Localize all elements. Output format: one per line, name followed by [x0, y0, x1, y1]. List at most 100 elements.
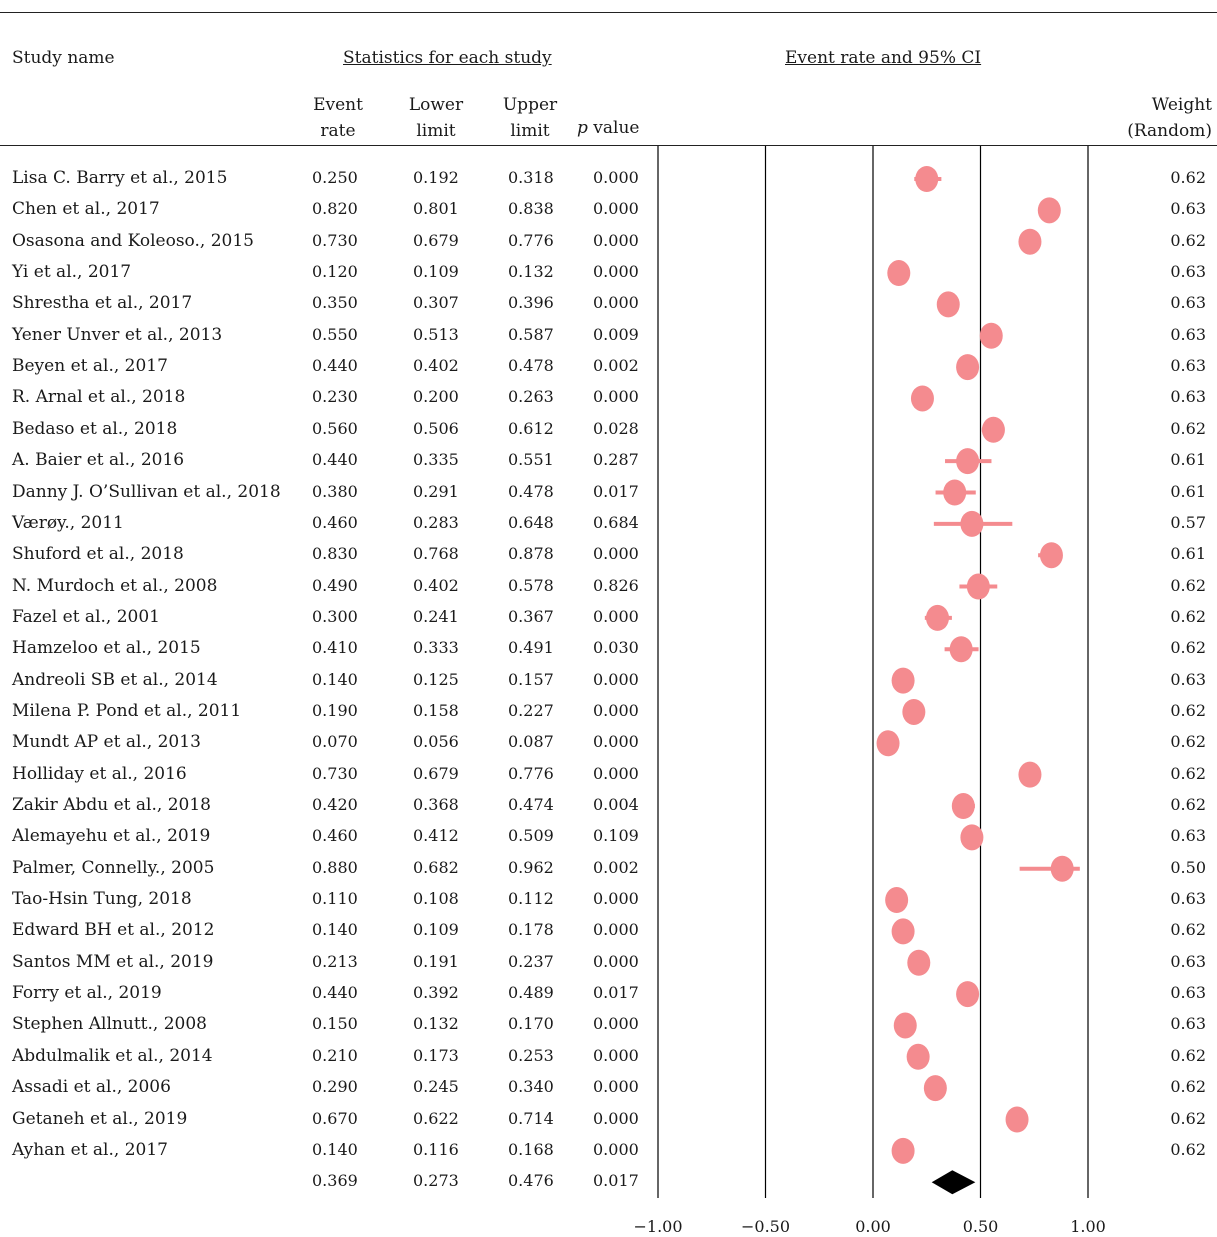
study-weight: 0.63: [1170, 356, 1206, 376]
study-rate: 0.490: [312, 575, 358, 595]
study-upper: 0.396: [508, 293, 554, 313]
study-name: Bedaso et al., 2018: [12, 418, 178, 439]
study-name: A. Baier et al., 2016: [12, 450, 185, 471]
study-name: Yi et al., 2017: [12, 262, 132, 283]
study-p: 0.030: [593, 638, 639, 658]
study-p: 0.000: [593, 669, 639, 689]
study-point: [956, 981, 980, 1008]
study-lower: 0.392: [413, 983, 459, 1003]
study-upper: 0.578: [508, 575, 554, 595]
study-weight: 0.50: [1170, 857, 1206, 877]
study-lower: 0.116: [413, 1139, 459, 1159]
study-lower: 0.513: [413, 324, 459, 344]
study-rate: 0.880: [312, 857, 358, 877]
study-point: [956, 354, 980, 381]
study-point: [893, 1012, 917, 1039]
study-rate: 0.440: [312, 983, 358, 1003]
study-p: 0.000: [593, 889, 639, 909]
event-rate-header-line1: Event: [313, 95, 363, 115]
study-name: Edward BH et al., 2012: [12, 920, 215, 941]
study-p: 0.000: [593, 199, 639, 219]
study-name: Milena P. Pond et al., 2011: [12, 700, 242, 721]
study-point: [902, 698, 926, 725]
study-rate: 0.380: [312, 481, 358, 501]
study-point: [951, 793, 975, 819]
study-name: Santos MM et al., 2019: [12, 951, 214, 972]
study-lower: 0.245: [413, 1077, 459, 1097]
study-upper: 0.318: [508, 168, 554, 187]
study-weight: 0.62: [1170, 168, 1206, 187]
study-weight: 0.62: [1170, 606, 1206, 626]
study-point: [981, 416, 1005, 443]
study-rate: 0.440: [312, 450, 358, 470]
stats-group-header: Statistics for each study: [343, 48, 552, 68]
study-upper: 0.648: [508, 512, 554, 532]
event-rate-header: Event rate: [298, 92, 378, 144]
study-lower: 0.125: [413, 669, 459, 689]
study-point: [907, 949, 931, 976]
x-tick-label: −0.50: [741, 1217, 790, 1236]
study-rate: 0.190: [312, 700, 358, 720]
study-weight: 0.62: [1170, 575, 1206, 595]
study-p: 0.004: [593, 795, 639, 814]
study-lower: 0.506: [413, 418, 459, 438]
study-rate: 0.420: [312, 795, 358, 814]
upper-limit-header-line1: Upper: [502, 95, 558, 115]
study-point: [910, 385, 934, 412]
weight-header-line1: Weight: [1151, 95, 1212, 115]
weight-header: Weight (Random): [1112, 92, 1212, 144]
study-weight: 0.63: [1170, 262, 1206, 282]
study-p: 0.002: [593, 857, 639, 877]
study-rate: 0.213: [312, 951, 358, 971]
study-point: [876, 730, 900, 757]
study-p: 0.000: [593, 544, 639, 564]
study-p: 0.000: [593, 1045, 639, 1065]
study-upper: 0.237: [508, 951, 554, 971]
study-name: R. Arnal et al., 2018: [12, 387, 186, 408]
study-weight: 0.62: [1170, 920, 1206, 940]
study-rate: 0.110: [312, 889, 358, 909]
study-upper: 0.587: [508, 324, 554, 344]
study-p: 0.000: [593, 1077, 639, 1097]
study-upper: 0.489: [508, 983, 554, 1003]
study-lower: 0.402: [413, 356, 459, 376]
study-name: Hamzeloo et al., 2015: [12, 638, 201, 659]
study-weight: 0.61: [1170, 544, 1206, 564]
study-weight: 0.63: [1170, 199, 1206, 219]
study-p: 0.287: [593, 450, 639, 470]
study-name: Holliday et al., 2016: [12, 763, 187, 784]
study-upper: 0.157: [508, 669, 554, 689]
summary-upper: 0.476: [508, 1171, 554, 1191]
study-upper: 0.491: [508, 638, 554, 658]
study-name: Forry et al., 2019: [12, 983, 162, 1004]
study-lower: 0.056: [413, 732, 459, 752]
study-upper: 0.227: [508, 700, 554, 720]
study-weight: 0.61: [1170, 450, 1206, 470]
study-p: 0.826: [593, 575, 639, 595]
study-lower: 0.132: [413, 1014, 459, 1034]
study-point: [966, 573, 990, 600]
study-name: Ayhan et al., 2017: [12, 1139, 168, 1160]
study-name: Shrestha et al., 2017: [12, 293, 193, 314]
study-point: [891, 918, 915, 945]
study-point: [956, 448, 980, 475]
study-weight: 0.63: [1170, 669, 1206, 689]
study-upper: 0.612: [508, 418, 554, 438]
study-point: [979, 322, 1003, 349]
study-name: Zakir Abdu et al., 2018: [12, 795, 211, 815]
study-weight: 0.62: [1170, 1077, 1206, 1097]
study-p: 0.000: [593, 230, 639, 250]
header-rule: [0, 145, 1217, 146]
study-name: Shuford et al., 2018: [12, 544, 184, 565]
study-weight: 0.62: [1170, 638, 1206, 658]
study-p: 0.000: [593, 1014, 639, 1034]
study-weight: 0.63: [1170, 293, 1206, 313]
study-upper: 0.776: [508, 763, 554, 783]
study-lower: 0.109: [413, 262, 459, 282]
study-rate: 0.250: [312, 168, 358, 187]
study-upper: 0.838: [508, 199, 554, 219]
x-tick-label: 0.50: [963, 1217, 999, 1236]
study-lower: 0.192: [413, 168, 459, 187]
study-upper: 0.878: [508, 544, 554, 564]
